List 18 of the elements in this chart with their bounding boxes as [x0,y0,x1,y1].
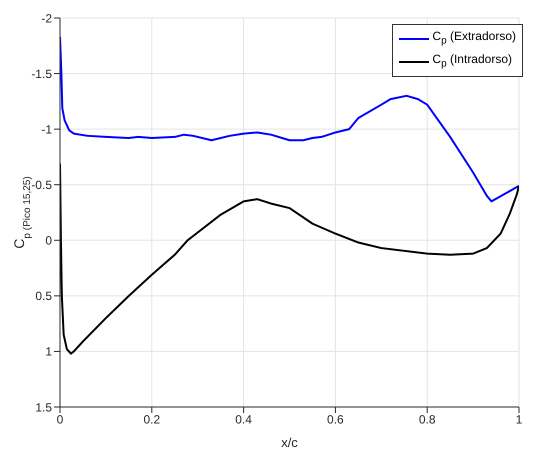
y-tick-label: 1 [45,344,52,359]
x-tick-label: 0.2 [143,412,160,427]
y-tick-label: -2 [41,11,52,26]
line-series [60,162,519,355]
y-tick-label: -1 [41,122,52,136]
x-axis-title: x/c [281,435,298,450]
y-tick-label: 0 [45,234,52,248]
y-tick-label: -1.5 [31,66,52,81]
legend-label: C$_{p}$ (Extradorso) [432,28,516,48]
x-tick-label: 0 [56,412,64,427]
legend-label: C$_{p}$ (Intradorso) [432,51,512,72]
y-tick-label: -0.5 [31,178,52,192]
x-tick-label: 0.6 [327,412,344,427]
x-tick-label: 0.4 [235,412,252,427]
x-tick-label: 0.8 [418,412,436,427]
y-tick-label: 0.5 [35,289,52,304]
y-tick-label: 1.5 [35,400,52,414]
x-tick-label: 1 [516,412,523,427]
